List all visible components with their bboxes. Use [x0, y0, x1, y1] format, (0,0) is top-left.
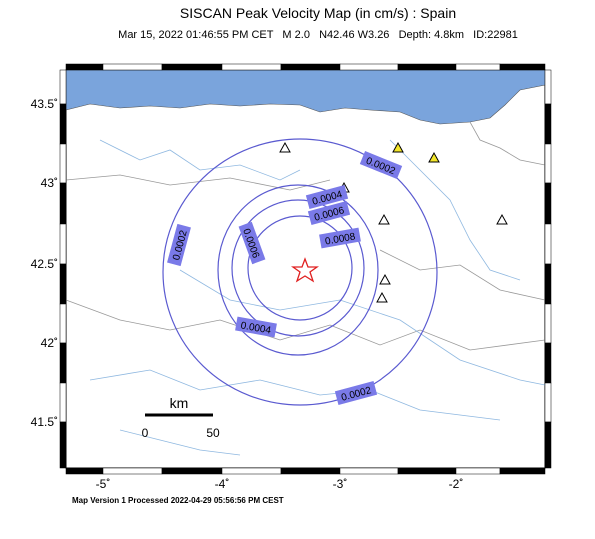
frame-bar — [397, 467, 457, 475]
lon-label: -5˚ — [96, 477, 111, 491]
map-frame — [65, 69, 546, 469]
label-box — [305, 185, 349, 209]
frame-bar — [161, 63, 223, 71]
map-area: 0.00020.00020.00020.00040.00040.00060.00… — [65, 69, 546, 469]
border — [379, 249, 546, 301]
label-text: 0.0008 — [324, 231, 356, 247]
subtitle: Mar 15, 2022 01:46:55 PM CET M 2.0 N42.4… — [118, 29, 518, 41]
frame-bar — [221, 467, 282, 475]
frame-bar — [544, 143, 552, 184]
frame-bar — [397, 63, 457, 71]
title: SISCAN Peak Velocity Map (in cm/s) : Spa… — [180, 5, 456, 21]
lat-label: 41.5˚ — [31, 415, 58, 429]
frame-ticks — [59, 63, 552, 475]
station — [279, 141, 291, 153]
station — [379, 273, 391, 285]
lat-label: 43.5˚ — [31, 97, 58, 111]
frame-bar — [544, 421, 552, 469]
contour — [162, 138, 438, 406]
border — [469, 121, 546, 166]
station — [376, 291, 388, 303]
epicenter — [290, 257, 320, 283]
frame-bar — [499, 467, 546, 475]
frame-bar — [455, 63, 501, 71]
frame-bar — [102, 63, 163, 71]
lon-label: -4˚ — [215, 477, 230, 491]
label-box — [235, 316, 277, 338]
frame-bar — [280, 467, 341, 475]
frame-bar — [59, 303, 67, 344]
footer: Map Version 1 Processed 2022-04-29 05:56… — [72, 496, 284, 505]
frame-bar — [544, 69, 552, 105]
label-text: 0.0004 — [240, 320, 272, 336]
label-box — [319, 227, 361, 249]
frame-bar — [544, 103, 552, 145]
lon-label: -3˚ — [333, 477, 348, 491]
station — [392, 141, 404, 153]
contour — [217, 184, 379, 356]
label-box — [167, 223, 191, 267]
label-box — [334, 381, 378, 405]
frame-bar — [161, 467, 223, 475]
label-box — [307, 201, 351, 225]
scale-start: 0 — [142, 426, 149, 440]
frame-bar — [339, 63, 399, 71]
label-box — [359, 151, 403, 179]
station — [496, 213, 508, 225]
frame-bar — [499, 63, 546, 71]
frame-bar — [59, 421, 67, 469]
frame-bar — [544, 382, 552, 423]
frame-bar — [65, 467, 104, 475]
lon-label: -2˚ — [449, 477, 464, 491]
lat-label: 42.5˚ — [31, 257, 58, 271]
contour — [247, 215, 353, 321]
lat-label: 42˚ — [41, 336, 58, 350]
frame-bar — [65, 63, 104, 71]
frame-bar — [59, 143, 67, 184]
frame-bar — [339, 467, 399, 475]
frame-bar — [59, 263, 67, 305]
river — [389, 139, 521, 281]
frame-bar — [59, 382, 67, 423]
contour-label: 0.0004 — [235, 316, 277, 338]
frame-bar — [544, 263, 552, 305]
station — [378, 213, 390, 225]
frame-bar — [59, 182, 67, 225]
frame-bar — [221, 63, 282, 71]
lat-label: 43˚ — [41, 176, 58, 190]
scale-unit: km — [170, 395, 189, 411]
label-box — [238, 221, 266, 265]
ocean — [65, 69, 546, 125]
frame-bar — [59, 223, 67, 265]
frame-bar — [544, 223, 552, 265]
scale-end: 50 — [206, 426, 220, 440]
frame-bar — [59, 342, 67, 384]
frame-bar — [59, 69, 67, 105]
frame-bar — [544, 303, 552, 344]
river — [89, 369, 501, 421]
river — [179, 269, 546, 386]
border — [65, 299, 546, 351]
frame-bar — [544, 342, 552, 384]
frame-bar — [102, 467, 163, 475]
contour — [231, 199, 365, 337]
frame-bar — [59, 103, 67, 145]
frame-bar — [455, 467, 501, 475]
river — [119, 429, 241, 456]
river — [99, 139, 301, 181]
contour-label: 0.0008 — [319, 227, 361, 249]
station — [428, 151, 440, 163]
frame-bar — [280, 63, 341, 71]
frame-bar — [544, 182, 552, 225]
